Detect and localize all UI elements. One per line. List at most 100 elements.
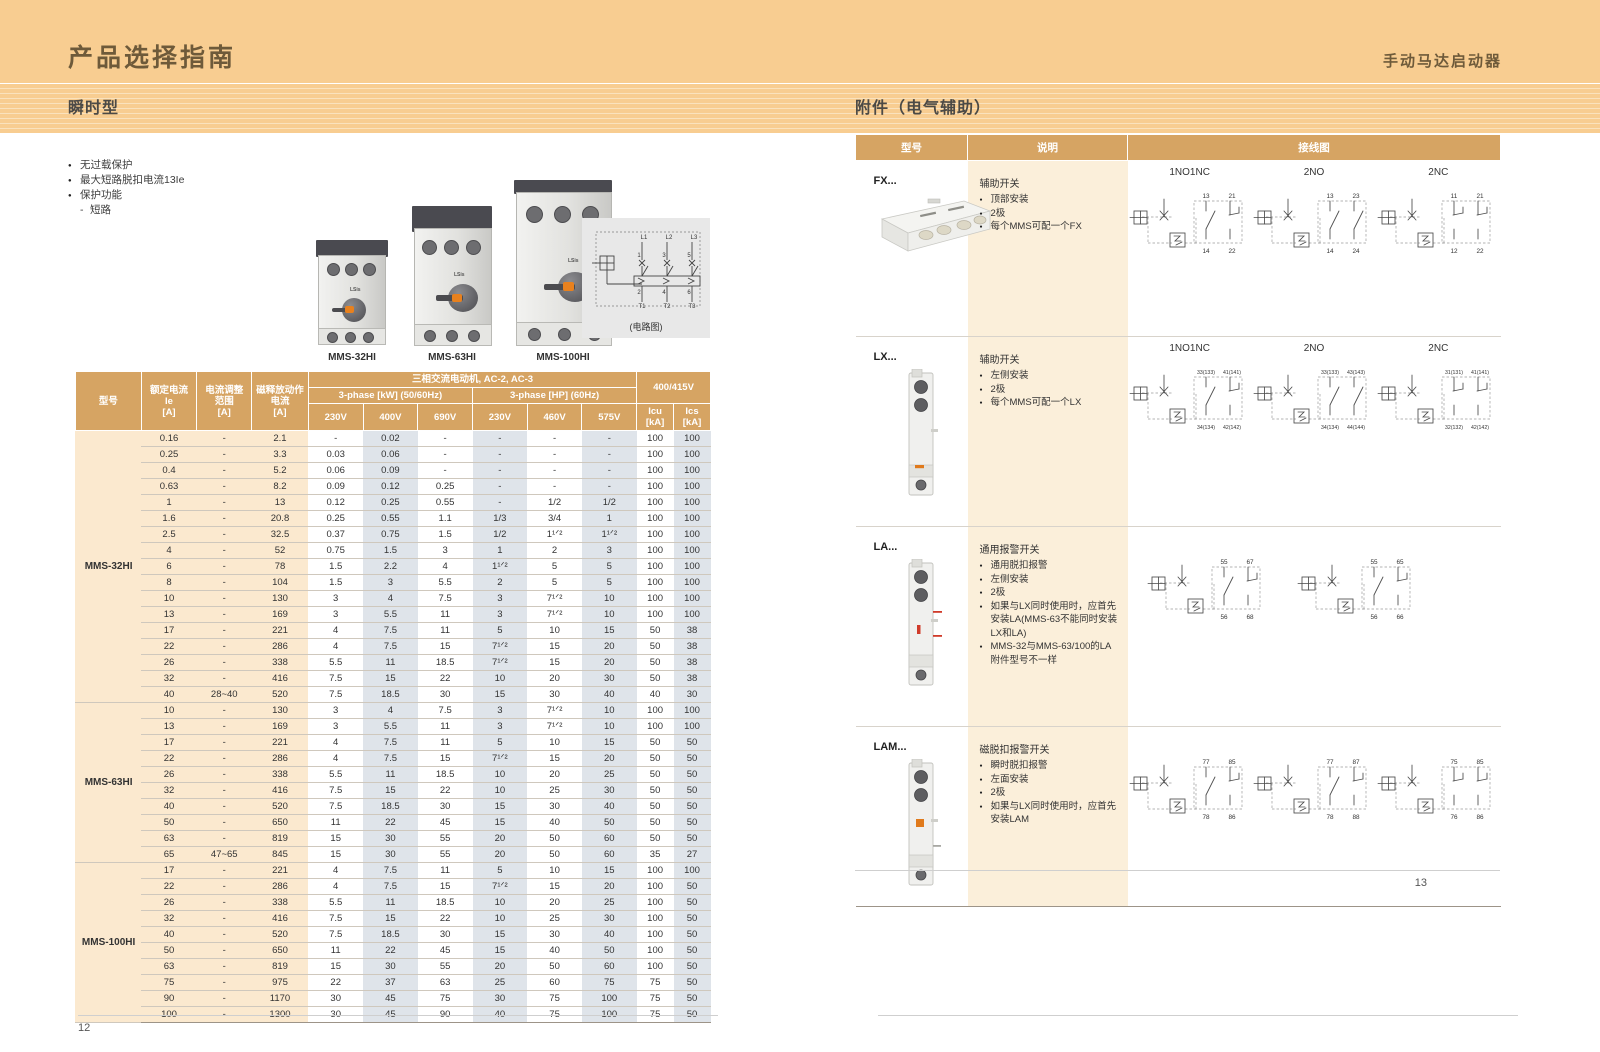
cell-kw-400v: 4 (363, 702, 418, 719)
cell-kw-690v: 30 (417, 798, 473, 815)
cell-kw-230v: 30 (308, 990, 364, 1007)
col-volt-400kw: 400V (362, 403, 419, 431)
cell-magnetic: 416 (251, 782, 309, 799)
col-volt-690kw: 690V (417, 403, 473, 431)
cell-hp-575v: 10 (581, 606, 637, 623)
cell-kw-230v: 4 (308, 622, 364, 639)
cell-hp-230v: 10 (472, 910, 528, 927)
cell-ics: 50 (673, 878, 711, 895)
terminal-label-tr: 21 (1477, 193, 1485, 200)
wiring-diagram-svg: 33(133) 43(143) 34(134) 44(144) (1253, 370, 1367, 431)
cell-magnetic: 221 (251, 862, 309, 879)
cell-icu: 100 (636, 894, 674, 911)
banner-divider-bottom (0, 133, 1600, 134)
cell-ics: 50 (673, 782, 711, 799)
cell-rated-current: 75 (141, 974, 197, 991)
svg-text:L2: L2 (666, 235, 673, 241)
wiring-diagram-cell: 75 85 76 86 (1376, 733, 1500, 830)
col-volt-575hp: 575V (581, 403, 638, 431)
cell-hp-460v: 20 (527, 766, 582, 783)
cell-icu: 100 (636, 542, 674, 559)
cell-rated-current: 0.25 (141, 446, 197, 463)
cell-hp-575v: 50 (581, 942, 637, 959)
cell-hp-575v: 5 (581, 558, 637, 575)
cell-rated-current: 65 (141, 846, 197, 863)
svg-text:6: 6 (687, 290, 691, 296)
cell-hp-460v: 40 (527, 942, 582, 959)
table-row: 10-130 3 4 7.5 3 7¹ᐟ² 10 100 100 (76, 590, 711, 607)
cell-adjust-range: - (196, 494, 252, 511)
la-rail-photo (899, 558, 943, 692)
table-row: 26-338 5.5 11 18.5 7¹ᐟ² 15 20 50 38 (76, 654, 711, 671)
cell-adjust-range: 47~65 (196, 846, 252, 863)
wiring-diagram-cell: 55 65 56 66 (1296, 533, 1420, 630)
col-icu-l2: [kA] (645, 417, 665, 428)
cell-rated-current: 1 (141, 494, 197, 511)
cell-adjust-range: - (196, 734, 252, 751)
wiring-diagram-svg: 55 67 56 68 (1147, 559, 1260, 621)
cell-adjust-range: - (196, 894, 252, 911)
accessory-title: 辅助开关 (979, 179, 1020, 190)
accessory-bullet-list: 顶部安装2极每个MMS可配一个FX (980, 193, 1118, 234)
terminal-label-bl: 76 (1451, 814, 1459, 821)
cell-kw-690v: 55 (417, 846, 473, 863)
accessories-header-row: 型号 说明 接线图 (855, 134, 1501, 161)
cell-magnetic: 2.1 (251, 430, 309, 447)
cell-kw-400v: 7.5 (363, 622, 418, 639)
product-photo-mms-63hi: LSis MMS-63HI (406, 206, 498, 363)
wiring-diagram-row: 1NO1NC (1128, 167, 1501, 264)
cell-hp-575v: - (581, 430, 637, 447)
cell-magnetic: 221 (251, 622, 309, 639)
cell-kw-690v: 18.5 (417, 766, 473, 783)
cell-hp-230v: 20 (472, 830, 528, 847)
cell-hp-575v: 60 (581, 846, 637, 863)
cell-kw-400v: 15 (363, 782, 418, 799)
cell-rated-current: 10 (141, 702, 197, 719)
cell-kw-400v: 7.5 (363, 750, 418, 767)
terminal-label-tr: 85 (1477, 759, 1485, 766)
cell-ics: 38 (673, 654, 711, 671)
cell-kw-690v: 11 (417, 606, 473, 623)
table-row: 32-416 7.5 15 22 10 20 30 50 38 (76, 670, 711, 687)
cell-kw-690v: 3 (417, 542, 473, 559)
left-page: 无过载保护最大短路脱扣电流13Ie保护功能短路 LSis MMS-32HI (0, 134, 800, 1052)
cell-hp-575v: 1/2 (581, 494, 637, 511)
section-title-right: 附件（电气辅助） (855, 100, 992, 117)
terminal-label-br: 24 (1352, 248, 1360, 255)
cell-icu: 50 (636, 638, 674, 655)
cell-ics: 100 (673, 478, 711, 495)
lam-rail-photo (899, 758, 943, 892)
cell-magnetic: 520 (251, 686, 309, 703)
cell-ics: 50 (673, 798, 711, 815)
cell-rated-current: 17 (141, 862, 197, 879)
cell-kw-400v: 18.5 (363, 686, 418, 703)
cell-hp-575v: 40 (581, 926, 637, 943)
spec-table-body: MMS-32HI 0.16-2.1-0.02- - - -100 100 0.25-3.3 0… (75, 430, 711, 1023)
cell-kw-400v: 0.75 (363, 526, 418, 543)
feature-bullet: 短路 (68, 203, 184, 218)
cell-icu: 50 (636, 798, 674, 815)
cell-kw-690v: 1.5 (417, 526, 473, 543)
cell-magnetic: 416 (251, 670, 309, 687)
cell-icu: 100 (636, 702, 674, 719)
cell-hp-575v: 30 (581, 670, 637, 687)
cell-adjust-range: - (196, 622, 252, 639)
col-rated-current: 额定电流 Ie [A] (140, 371, 198, 431)
cell-icu: 100 (636, 590, 674, 607)
wiring-diagram-label: 2NO (1303, 167, 1325, 178)
cell-adjust-range: - (196, 670, 252, 687)
cell-ics: 50 (673, 830, 711, 847)
cell-kw-400v: 22 (363, 814, 418, 831)
cell-ics: 50 (673, 958, 711, 975)
cell-magnetic: 520 (251, 926, 309, 943)
col-ics-l2: [kA] (682, 417, 702, 428)
terminal-label-bl: 34(134) (1321, 425, 1339, 431)
table-row: 26-338 5.5 11 18.5 10 20 25 50 50 (76, 766, 711, 783)
wiring-diagram-label: 2NC (1428, 343, 1449, 354)
cell-kw-230v: 3 (308, 606, 364, 623)
terminal-label-tl: 75 (1451, 759, 1459, 766)
accessory-model-cell: LX... (855, 336, 968, 527)
table-row: 22-286 4 7.5 15 7¹ᐟ² 15 20 50 50 (76, 750, 711, 767)
cell-adjust-range: - (196, 862, 252, 879)
cell-magnetic: 1300 (251, 1006, 309, 1023)
